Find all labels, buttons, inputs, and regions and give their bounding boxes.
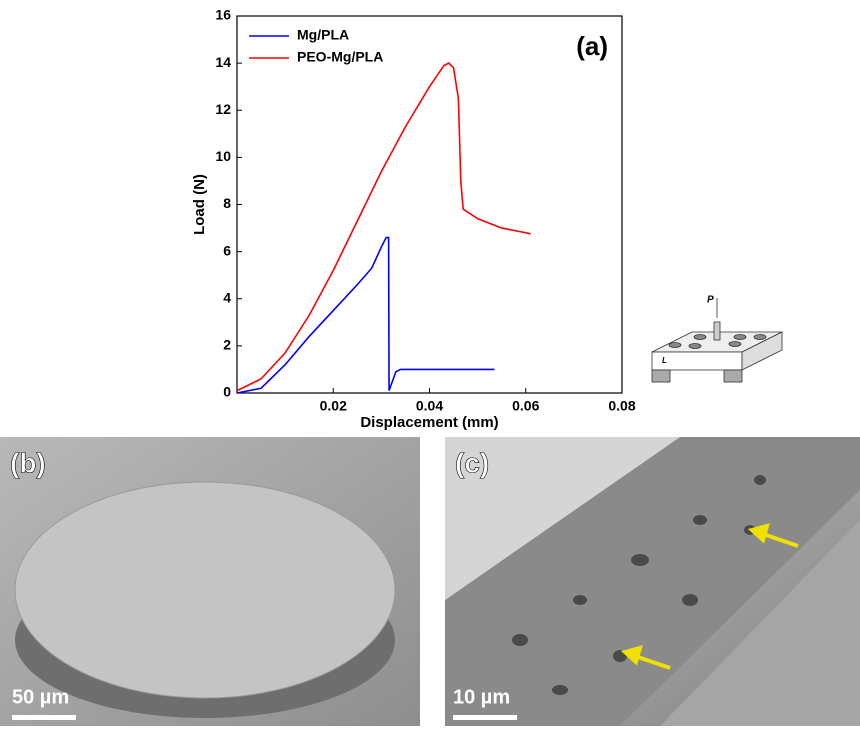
page: {"chart_data": {"type": "line", "x_label…: [0, 0, 860, 726]
disc-top: [15, 482, 395, 698]
legend-label: PEO-Mg/PLA: [297, 49, 383, 65]
y-tick-label: 8: [223, 195, 231, 211]
y-tick-label: 4: [223, 289, 231, 305]
x-axis-label: Displacement (mm): [360, 414, 498, 431]
scale-label: 10 µm: [453, 686, 510, 708]
x-tick-label: 0.04: [416, 398, 443, 414]
panel-label: (c): [455, 447, 489, 478]
data-line: [237, 237, 494, 393]
annotation: (a): [576, 31, 608, 61]
inset-label: L: [662, 356, 667, 365]
y-tick-label: 0: [223, 384, 231, 400]
y-tick-label: 10: [215, 148, 231, 164]
inset-label: P: [707, 295, 714, 306]
scale-bar: [12, 715, 76, 720]
scale-label: 50 µm: [12, 686, 69, 708]
x-tick-label: 0.06: [512, 398, 539, 414]
y-axis-label: Load (N): [191, 174, 208, 235]
y-tick-label: 6: [223, 242, 231, 258]
inset-diagram: P L: [652, 295, 782, 382]
x-tick-label: 0.02: [320, 398, 347, 414]
panel-label: (b): [10, 447, 46, 478]
x-tick-label: 0.08: [608, 398, 635, 414]
panel-c: (c) 10 µm: [445, 437, 860, 726]
panel-b: (b) 50 µm: [0, 437, 420, 726]
y-tick-label: 16: [215, 7, 231, 23]
legend-label: Mg/PLA: [297, 27, 349, 43]
y-tick-label: 2: [223, 337, 231, 353]
scale-bar: [453, 715, 517, 720]
data-line: [237, 63, 531, 391]
y-tick-label: 14: [215, 54, 231, 70]
figure: (b) 50 µm (c) 10 µm P: [0, 0, 860, 726]
y-tick-label: 12: [215, 101, 231, 117]
